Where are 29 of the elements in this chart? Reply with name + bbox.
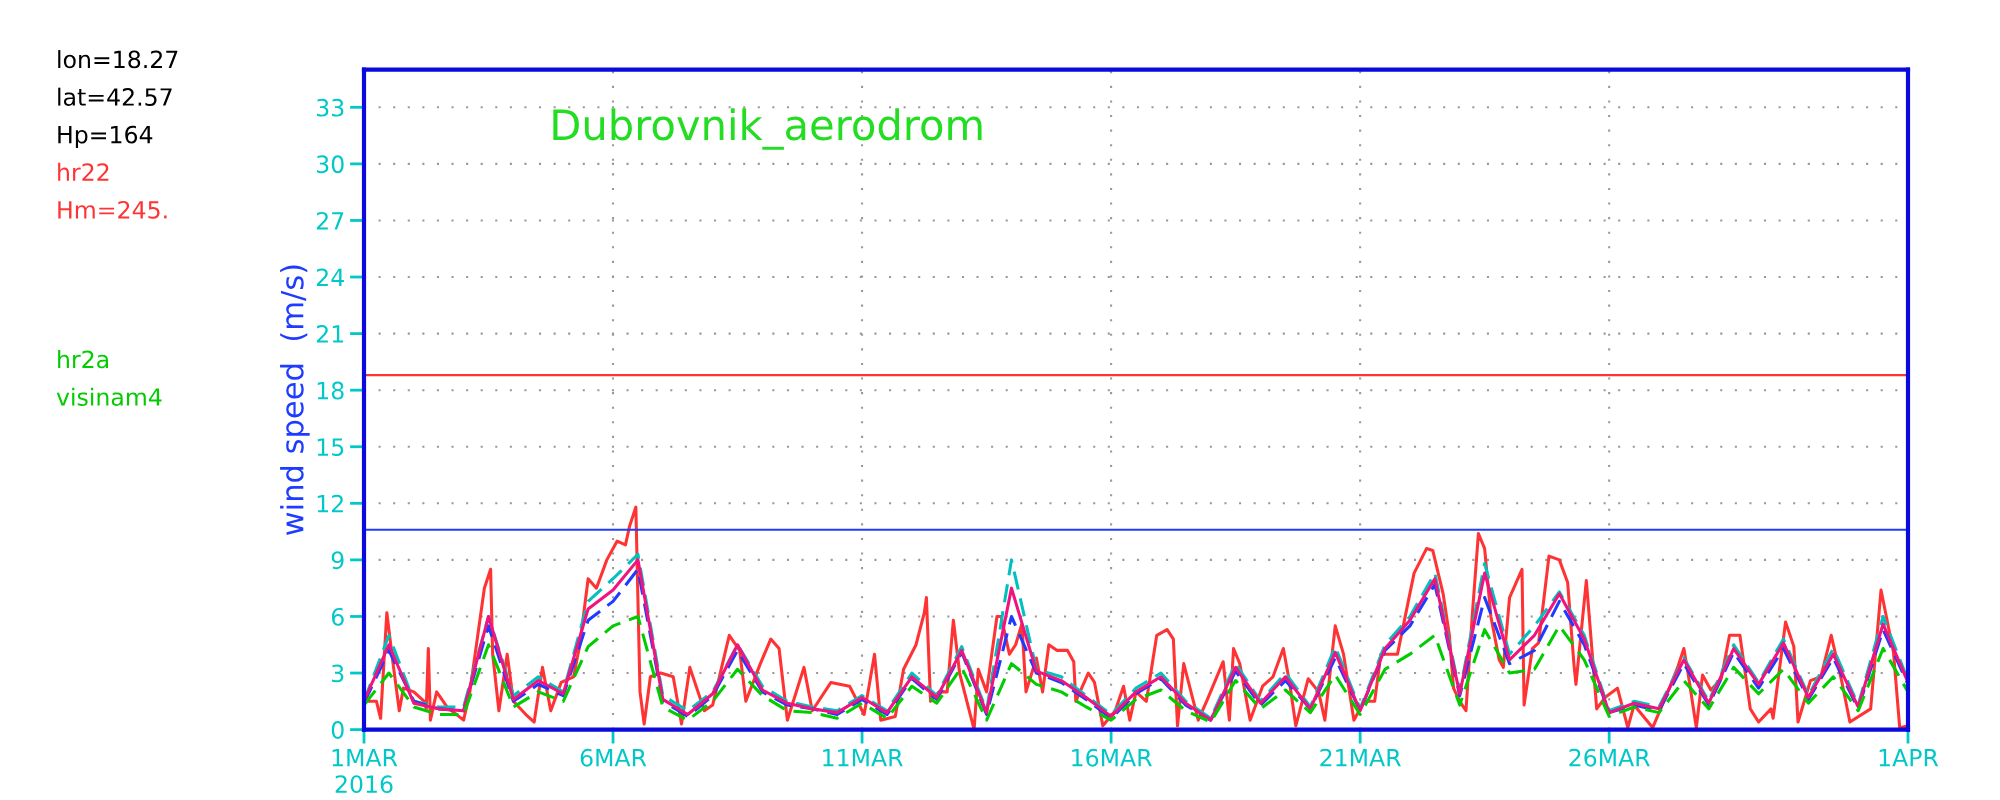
x-tick-label: 11MAR (823, 749, 903, 767)
x-tick-label: 1MAR 2016 (332, 749, 398, 794)
x-tick-label: 21MAR (1320, 748, 1401, 767)
text: lon=18.27 (58, 50, 178, 69)
x-tick-label: 26MAR (1569, 748, 1650, 767)
y-axis-title: wind speed (m/s) (280, 265, 310, 536)
y-tick-label: 33 (317, 98, 344, 117)
y-tick-label: 18 (317, 381, 344, 400)
y-tick-label: 30 (317, 155, 344, 174)
y-tick-label: 6 (331, 607, 344, 626)
line-series (364, 614, 1908, 724)
y-tick-label: 15 (317, 438, 344, 457)
y-tick-label: 0 (331, 721, 344, 739)
text: visinam4 (56, 387, 162, 406)
text: Hm=245. (58, 200, 167, 219)
y-tick-label: 24 (316, 268, 344, 286)
text: hr2a (58, 350, 109, 369)
x-tick-label: 6MAR (580, 748, 647, 767)
y-tick-label: 12 (317, 494, 343, 513)
text: Dubrovnik_aerodrom (553, 108, 982, 150)
y-tick-label: 9 (331, 551, 344, 570)
y-tick-label: 21 (316, 325, 344, 343)
y-tick-label: 3 (332, 664, 344, 683)
x-tick-label: 16MAR (1072, 748, 1152, 767)
text: hr22 (58, 162, 109, 181)
text: lat=42.57 (58, 87, 172, 106)
y-tick-label: 27 (316, 211, 344, 230)
text: Hp=164 (58, 125, 153, 149)
x-tick-label: 1APR (1879, 749, 1939, 767)
